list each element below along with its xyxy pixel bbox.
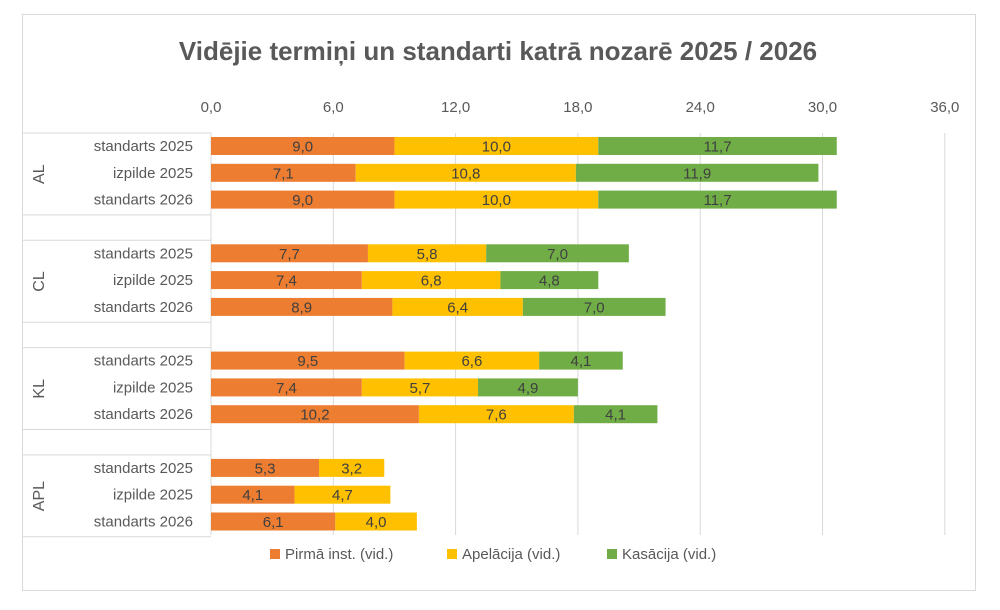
data-label: 9,0: [292, 192, 313, 209]
bar-segment: [573, 405, 658, 424]
data-label: 4,0: [366, 514, 387, 531]
legend-swatch: [270, 549, 280, 559]
bar-segment: [211, 405, 419, 424]
row-label: standarts 2025: [94, 353, 193, 370]
data-label: 11,7: [703, 192, 731, 209]
x-tick-label: 0,0: [201, 99, 222, 116]
bar-segment: [575, 163, 819, 182]
legend-label: Pirmā inst. (vid.): [285, 546, 393, 563]
data-label: 4,1: [571, 353, 592, 370]
bar-segment: [418, 405, 574, 424]
data-label: 5,8: [417, 246, 438, 263]
bar-segment: [404, 351, 540, 370]
bar-segment: [500, 271, 599, 290]
x-tick-label: 18,0: [563, 99, 592, 116]
group-label: KL: [31, 379, 48, 399]
bar-segment: [355, 163, 576, 182]
bar-segment: [211, 512, 336, 531]
data-label: 5,3: [255, 460, 276, 477]
chart-title: Vidējie termiņi un standarti katrā nozar…: [179, 36, 817, 66]
legend-swatch: [607, 549, 617, 559]
bar-segment: [598, 137, 837, 155]
data-label: 4,8: [539, 273, 560, 290]
bar-segment: [211, 137, 395, 155]
data-label: 10,8: [451, 165, 480, 182]
x-tick-label: 6,0: [323, 99, 344, 116]
data-label: 7,4: [276, 273, 297, 290]
group-label: CL: [31, 271, 48, 292]
x-tick-label: 12,0: [441, 99, 470, 116]
legend-swatch: [447, 549, 457, 559]
data-label: 10,0: [482, 192, 511, 209]
data-label: 11,9: [683, 165, 711, 182]
row-label: standarts 2026: [94, 514, 193, 531]
row-label: standarts 2025: [94, 245, 193, 262]
data-label: 7,4: [276, 380, 297, 397]
bar-segment: [211, 271, 362, 290]
bar-segment: [394, 137, 599, 155]
data-label: 3,2: [341, 460, 362, 477]
bar-segment: [211, 351, 405, 370]
data-label: 6,1: [263, 514, 284, 531]
row-label: standarts 2025: [94, 460, 193, 477]
data-label: 4,1: [242, 487, 263, 504]
row-label: izpilde 2025: [113, 379, 193, 396]
bar-segment: [294, 485, 391, 504]
row-label: standarts 2026: [94, 406, 193, 423]
row-label: izpilde 2025: [113, 487, 193, 504]
row-label: izpilde 2025: [113, 165, 193, 182]
group-label: APL: [31, 481, 48, 511]
bar-segment: [211, 163, 356, 182]
legend-label: Kasācija (vid.): [622, 546, 716, 563]
data-label: 8,9: [291, 299, 312, 316]
group-label: AL: [31, 164, 48, 184]
bar-segment: [211, 244, 368, 263]
data-label: 10,0: [482, 139, 511, 156]
bar-segment: [211, 378, 362, 397]
data-label: 4,9: [518, 380, 539, 397]
x-tick-label: 36,0: [930, 99, 959, 116]
data-label: 6,4: [447, 299, 468, 316]
data-label: 7,7: [279, 246, 300, 263]
x-tick-label: 24,0: [686, 99, 715, 116]
data-label: 4,1: [605, 407, 626, 424]
data-label: 9,5: [297, 353, 318, 370]
row-label: izpilde 2025: [113, 272, 193, 289]
data-label: 7,1: [273, 165, 294, 182]
legend-label: Apelācija (vid.): [462, 546, 560, 563]
row-label: standarts 2026: [94, 192, 193, 209]
data-label: 11,7: [703, 139, 731, 156]
bar-segment: [211, 485, 295, 504]
row-label: standarts 2025: [94, 138, 193, 155]
bar-segment: [394, 190, 599, 209]
data-label: 10,2: [300, 407, 329, 424]
bar-segment: [361, 378, 479, 397]
data-label: 5,7: [409, 380, 430, 397]
bar-segment: [211, 297, 393, 316]
bar-segment: [319, 458, 385, 477]
data-label: 7,0: [584, 299, 605, 316]
data-label: 7,0: [547, 246, 568, 263]
data-label: 7,6: [486, 407, 507, 424]
bar-segment: [211, 458, 320, 477]
bar-segment: [478, 378, 578, 397]
data-label: 6,6: [461, 353, 482, 370]
bar-segment: [392, 297, 523, 316]
row-label: standarts 2026: [94, 299, 193, 316]
bar-segment: [539, 351, 623, 370]
x-tick-label: 30,0: [808, 99, 837, 116]
bar-segment: [522, 297, 666, 316]
data-label: 9,0: [292, 139, 313, 156]
bar-segment: [361, 271, 501, 290]
bar-segment: [486, 244, 629, 263]
bar-segment: [211, 190, 395, 209]
bar-segment: [367, 244, 487, 263]
bar-segment: [335, 512, 417, 531]
data-label: 4,7: [332, 487, 353, 504]
data-label: 6,8: [421, 273, 442, 290]
bar-segment: [598, 190, 837, 209]
